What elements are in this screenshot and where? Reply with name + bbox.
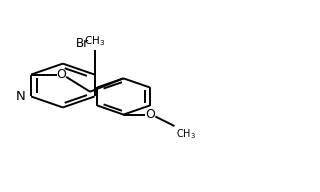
Text: Br: Br: [76, 37, 90, 50]
Text: O: O: [146, 108, 156, 121]
Text: CH$_3$: CH$_3$: [84, 34, 105, 48]
Text: N: N: [16, 90, 25, 103]
Text: CH$_3$: CH$_3$: [176, 127, 196, 141]
Text: O: O: [56, 68, 66, 81]
